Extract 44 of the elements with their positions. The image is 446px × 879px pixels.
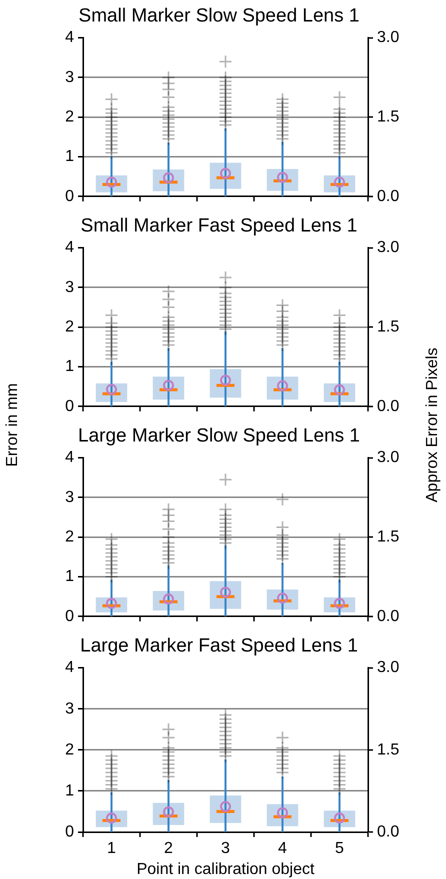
y-tick-label: 1 [65,148,74,166]
y-tick-label: 4 [65,659,74,676]
x-tick-label: 3 [221,840,230,858]
y-tick-label: 1 [65,782,74,800]
y2-tick-label: 0.0 [377,398,400,415]
y2-tick-label: 0.0 [377,608,400,625]
chart-title: Large Marker Slow Speed Lens 1 [78,426,360,447]
y2-tick-label: 1.5 [377,318,400,336]
y-tick-label: 1 [65,358,74,376]
y-tick-label: 4 [65,239,74,256]
y-tick-label: 3 [65,278,74,296]
x-tick-label: 1 [107,840,116,858]
y-tick-label: 4 [65,449,74,466]
y2-tick-label: 0.0 [377,823,400,840]
y-tick-label: 2 [65,108,74,126]
y-tick-label: 1 [65,568,74,586]
y2-tick-label: 3.0 [377,449,400,466]
y-tick-label: 0 [65,608,74,625]
chart-title: Small Marker Fast Speed Lens 1 [80,216,358,237]
y2-tick-label: 3.0 [377,239,400,256]
y2-tick-label: 3.0 [377,29,400,46]
y2-axis-title: Approx Error in Pixels [424,348,442,502]
y-tick-label: 0 [65,823,74,840]
y-tick-label: 0 [65,188,74,205]
y2-tick-label: 1.5 [377,741,400,758]
y-tick-label: 2 [65,318,74,336]
y2-tick-label: 1.5 [377,528,400,546]
x-axis-title: Point in calibration object [136,860,315,878]
x-tick-label: 5 [335,840,344,858]
y-tick-label: 4 [65,29,74,46]
y-tick-label: 3 [65,68,74,86]
y2-tick-label: 1.5 [377,108,400,126]
y-tick-label: 2 [65,741,74,758]
y-tick-label: 0 [65,398,74,415]
x-tick-label: 2 [164,840,174,858]
y2-tick-label: 3.0 [377,659,400,676]
y-tick-label: 3 [65,488,74,506]
y2-tick-label: 0.0 [377,188,400,205]
x-tick-label: 4 [278,840,288,858]
y-tick-label: 3 [65,700,74,718]
chart-title: Large Marker Fast Speed Lens 1 [80,636,358,657]
chart-title: Small Marker Slow Speed Lens 1 [78,6,360,27]
y-axis-title: Error in mm [4,383,22,467]
y-tick-label: 2 [65,528,74,546]
